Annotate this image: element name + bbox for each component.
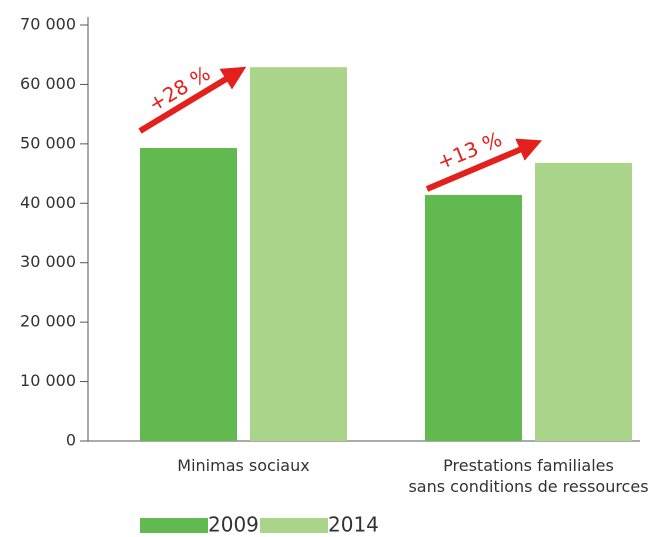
y-tick-label: 70 000 [20, 15, 76, 34]
bar [535, 162, 632, 442]
arrow [425, 138, 543, 192]
y-tick-label: 50 000 [20, 133, 76, 152]
y-tick-label: 60 000 [20, 74, 76, 93]
x-tick-label: Minimas sociaux [177, 456, 310, 475]
bar [425, 194, 522, 441]
legend-swatch [140, 518, 208, 533]
legend-swatch [260, 518, 328, 533]
arrow [138, 66, 247, 134]
y-tick-label: 0 [66, 431, 76, 450]
y-tick-label: 10 000 [20, 371, 76, 390]
y-tick-label: 30 000 [20, 252, 76, 271]
y-tick-label: 40 000 [20, 193, 76, 212]
y-tick-label: 20 000 [20, 312, 76, 331]
bar [250, 67, 347, 442]
bar [140, 148, 237, 441]
annotation: +13 % [434, 127, 506, 175]
legend-label: 2014 [328, 513, 379, 537]
legend-label: 2009 [208, 513, 259, 537]
x-tick-label: Prestations familiales sans conditions d… [408, 456, 649, 496]
